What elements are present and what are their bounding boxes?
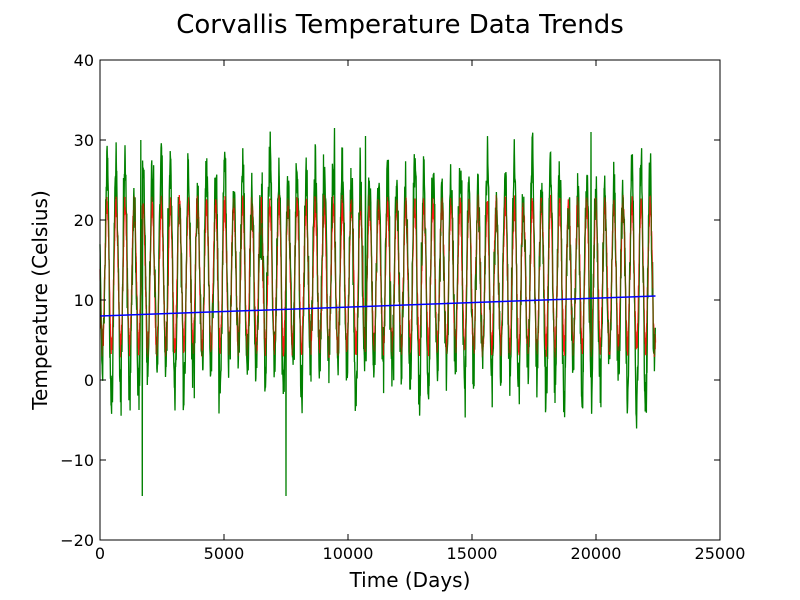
y-tick-label: −10	[60, 451, 94, 470]
series-line-daily-overlay	[99, 127, 656, 497]
y-tick-label: −20	[60, 531, 94, 550]
x-axis-label: Time (Days)	[349, 568, 471, 592]
x-tick-label: 20000	[571, 544, 622, 563]
y-tick-label: 20	[74, 211, 94, 230]
plot-area	[100, 60, 720, 540]
ticks-layer: 0 5000 10000 15000 20000 25000 −20 −10 0 10 20 30 40	[60, 51, 745, 563]
series-line-trend	[99, 295, 656, 317]
y-tick-label: 30	[74, 131, 94, 150]
y-tick-label: 40	[74, 51, 94, 70]
x-tick-label: 10000	[323, 544, 374, 563]
x-tick-label: 25000	[695, 544, 746, 563]
y-tick-label: 0	[84, 371, 94, 390]
series-layer	[99, 127, 657, 497]
x-tick-label: 15000	[447, 544, 498, 563]
x-tick-label: 5000	[204, 544, 245, 563]
chart-title: Corvallis Temperature Data Trends	[176, 10, 624, 40]
x-tick-label: 0	[95, 544, 105, 563]
y-axis-label: Temperature (Celsius)	[28, 190, 52, 411]
y-tick-label: 10	[74, 291, 94, 310]
